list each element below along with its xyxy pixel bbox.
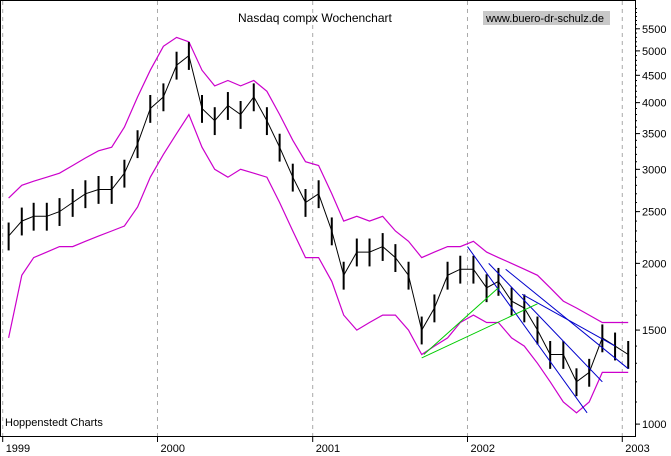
source-label-bg — [483, 11, 610, 25]
x-tick-label: 2003 — [625, 443, 649, 455]
x-tick-label: 2000 — [160, 443, 184, 455]
band-line — [8, 36, 629, 324]
trendline-green — [423, 287, 499, 355]
y-tick-label: 1000 — [642, 419, 666, 431]
trendlines — [421, 246, 629, 414]
plot-frame — [0, 0, 636, 437]
source-label: www.buero-dr-schulz.de — [485, 13, 604, 25]
x-tick-label: 2001 — [316, 443, 340, 455]
x-axis: 1999 2000 2001 2002 2003 — [2, 436, 650, 455]
y-tick-label: 3500 — [642, 129, 666, 141]
y-tick-label: 4000 — [642, 98, 666, 110]
y-tick-label: 5000 — [642, 46, 666, 58]
credit-label: Hoppenstedt Charts — [5, 417, 103, 429]
price-line — [8, 54, 629, 383]
x-tick-label: 1999 — [6, 443, 30, 455]
trendline-blue — [488, 263, 603, 383]
x-tick-label: 2002 — [470, 443, 494, 455]
y-tick-label: 2000 — [642, 258, 666, 270]
y-tick-label: 1500 — [642, 325, 666, 337]
y-tick-label: 5500 — [642, 24, 666, 36]
trendline-green — [421, 303, 538, 359]
trendline-blue — [521, 293, 616, 347]
bollinger-bands — [8, 36, 629, 414]
chart-title: Nasdaq compx Wochenchart — [238, 11, 393, 25]
y-tick-label: 3000 — [642, 164, 666, 176]
y-axis: 1000 1500 2000 2500 3000 3500 4000 4500 5000 5500 — [635, 8, 666, 431]
trendline-blue — [467, 246, 588, 414]
y-tick-label: 4500 — [642, 70, 666, 82]
grid — [2, 1, 623, 436]
y-tick-label: 2500 — [642, 207, 666, 219]
price-series — [7, 42, 630, 397]
band-line — [8, 113, 629, 414]
